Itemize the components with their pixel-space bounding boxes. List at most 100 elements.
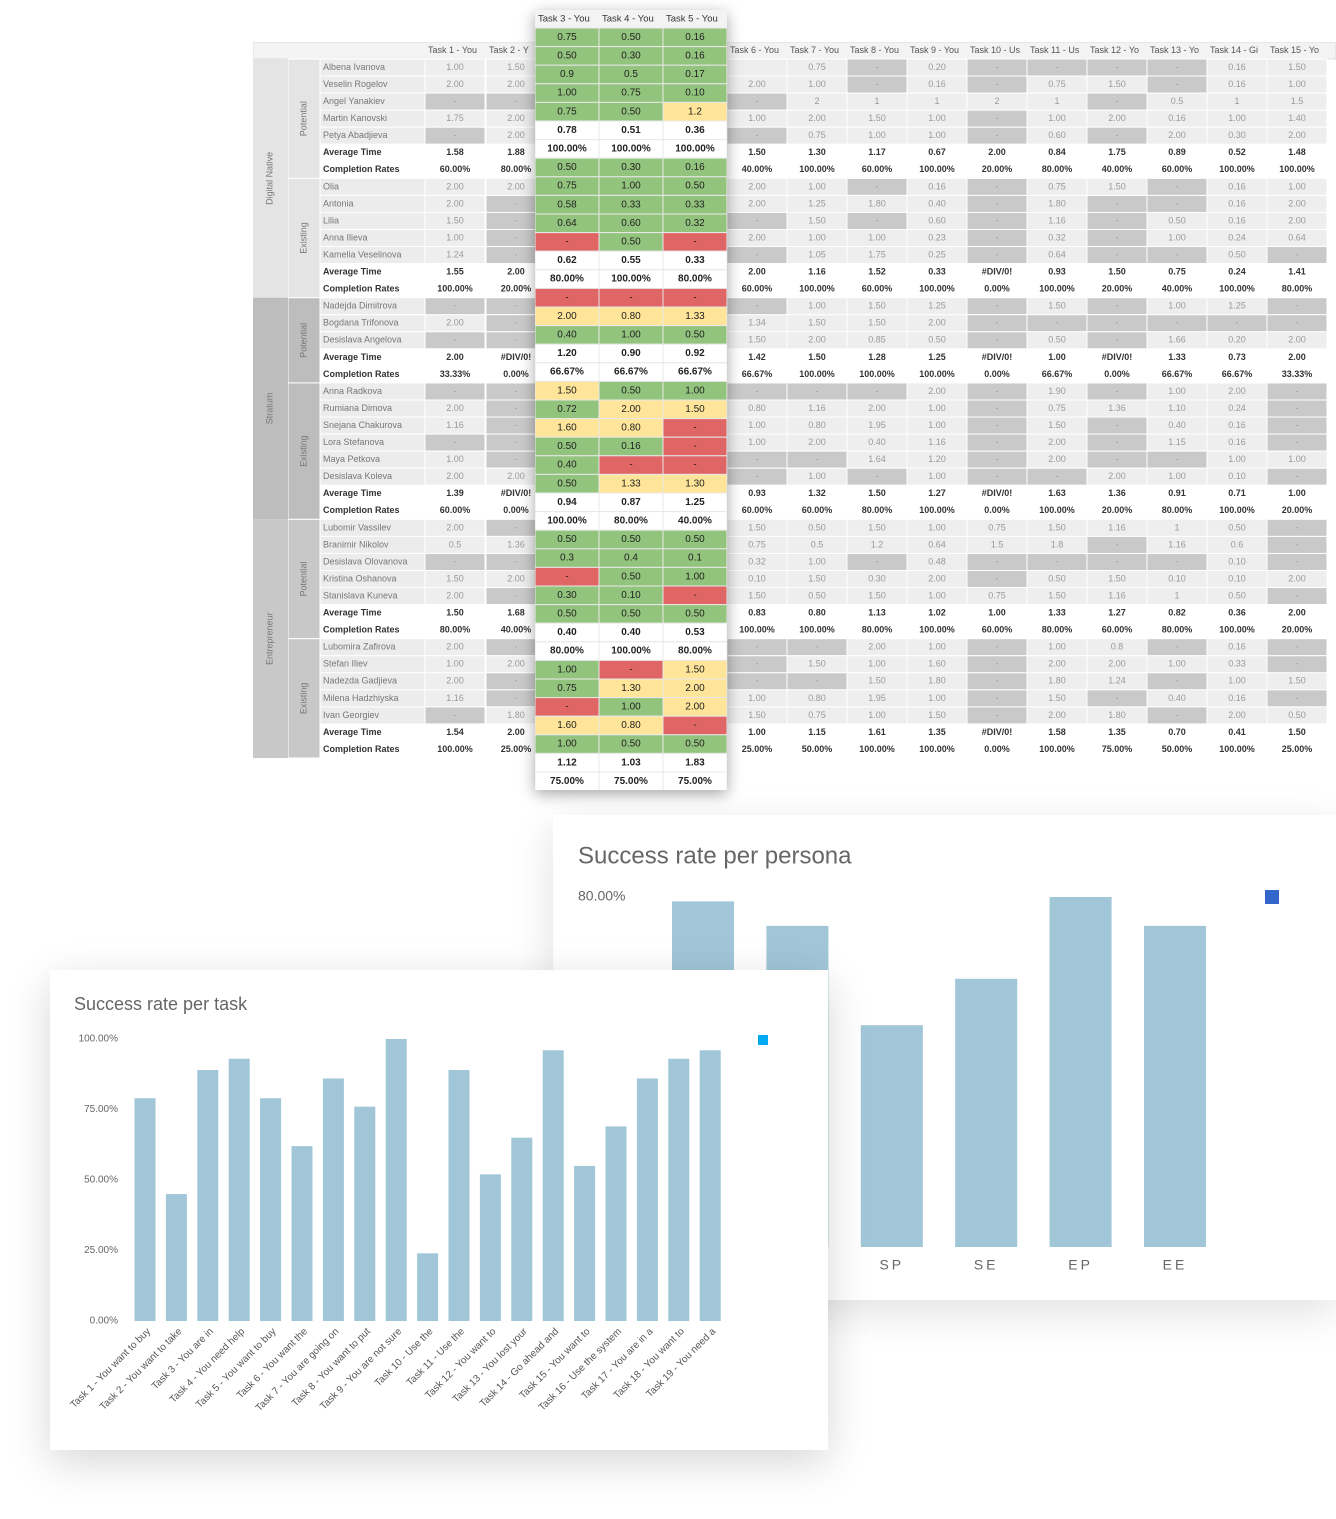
cell-value: 1.00	[748, 420, 766, 430]
cell-value: 0.71	[1228, 488, 1246, 498]
cell-value: 1.80	[928, 676, 946, 686]
cell-value: -	[996, 693, 999, 703]
cell-value: 1.24	[1108, 676, 1126, 686]
cell-value: 1.05	[808, 249, 826, 259]
cell-value: 1.15	[808, 727, 826, 737]
cell-value: 0.53	[685, 627, 705, 638]
group-band	[253, 519, 288, 759]
cell-value: 1	[1174, 522, 1179, 532]
cell-value: 1.16	[1048, 215, 1066, 225]
cell-value: 0.50	[928, 335, 946, 345]
cell-value: 1.50	[446, 608, 464, 618]
cell-value: 100.00%	[799, 369, 835, 379]
cell-value: -	[756, 130, 759, 140]
cell-value: 0.32	[1048, 232, 1066, 242]
cell-value: 1.60	[928, 659, 946, 669]
cell-value: #DIV/0!	[982, 488, 1013, 498]
cell-value: 1.50	[868, 590, 886, 600]
cell-value: 1.50	[1048, 522, 1066, 532]
cell-value: 0.16	[928, 79, 946, 89]
cell-value: -	[454, 130, 457, 140]
cell-value: 1.50	[1288, 727, 1306, 737]
cell-value: 0.75	[808, 710, 826, 720]
legend-swatch	[1265, 890, 1279, 904]
cell-value: 0.67	[928, 147, 946, 157]
cell-value: -	[996, 556, 999, 566]
cell-value: 0.50	[808, 522, 826, 532]
participant-name: Stefan Iliev	[323, 659, 368, 669]
cell-value: 0.75	[748, 539, 766, 549]
cell-value: -	[515, 386, 518, 396]
cell-value: -	[565, 237, 568, 248]
cell-value: 20.00%	[1102, 505, 1133, 515]
bar	[354, 1106, 376, 1321]
cell-value: -	[1176, 79, 1179, 89]
cell-value: 1.24	[446, 249, 464, 259]
cell-value: 1.50	[748, 522, 766, 532]
cell-value: 0.72	[557, 404, 577, 415]
cell-value: 2.00	[507, 659, 525, 669]
cell-value: 2.00	[446, 79, 464, 89]
cell-value: 1.95	[868, 693, 886, 703]
subgroup-label: Existing	[298, 683, 308, 715]
cell-value: 1.50	[1108, 181, 1126, 191]
cell-value: -	[996, 301, 999, 311]
group-label: Stratum	[264, 393, 274, 425]
cell-value: 0.25	[928, 249, 946, 259]
cell-value: 1.00	[1048, 642, 1066, 652]
cell-value: 2	[814, 96, 819, 106]
column-header: Task 13 - Yo	[1150, 45, 1199, 55]
cell-value: 2.00	[1048, 659, 1066, 669]
participant-name: Branimir Nikolov	[323, 539, 389, 549]
cell-value: -	[515, 556, 518, 566]
cell-value: 2.00	[507, 181, 525, 191]
cell-value: 1.83	[685, 757, 705, 768]
cell-value: 100.00%	[799, 625, 835, 635]
cell-value: 1.16	[446, 420, 464, 430]
summary-label: Completion Rates	[323, 164, 400, 174]
cell-value: 60.00%	[440, 164, 471, 174]
cell-value: 0.50	[1168, 215, 1186, 225]
cell-value: 0.16	[1228, 79, 1246, 89]
cell-value: 1.27	[1108, 608, 1126, 618]
participant-name: Bogdana Trifonova	[323, 318, 399, 328]
cell-value: 2.00	[507, 113, 525, 123]
cell-value: 0.00%	[503, 369, 529, 379]
summary-label: Completion Rates	[323, 284, 400, 294]
cell-value: 0.84	[1048, 147, 1066, 157]
cell-value: 1.50	[868, 301, 886, 311]
cell-value: 1	[874, 96, 879, 106]
cell-value: -	[756, 96, 759, 106]
cell-value: -	[515, 301, 518, 311]
cell-value: 1.64	[868, 454, 886, 464]
cell-value: -	[693, 441, 696, 452]
cell-value: 1.50	[1108, 79, 1126, 89]
cell-value: 80.00%	[678, 646, 712, 657]
column-header: Task 6 - You	[730, 45, 779, 55]
subgroup-band	[287, 177, 321, 299]
cell-value: 1.25	[928, 301, 946, 311]
cell-value: 2	[994, 96, 999, 106]
cell-value: 0.75	[988, 522, 1006, 532]
cell-value: 0.64	[928, 539, 946, 549]
column-header: Task 14 - Gi	[1210, 45, 1258, 55]
cell-value: 1.00	[446, 454, 464, 464]
cell-value: 2.00	[446, 403, 464, 413]
cell-value: 0.10	[1228, 556, 1246, 566]
cell-value: 80.00%	[862, 505, 893, 515]
cell-value: -	[1056, 471, 1059, 481]
cell-value: 25.00%	[742, 744, 773, 754]
cell-value: 50.00%	[802, 744, 833, 754]
cell-value: 40.00%	[1102, 164, 1133, 174]
cell-value: -	[1116, 335, 1119, 345]
cell-value: 0.33	[685, 199, 705, 210]
cell-value: -	[1176, 318, 1179, 328]
cell-value: 1.00	[1048, 113, 1066, 123]
cell-value: 0.8	[1111, 642, 1124, 652]
cell-value: 100.00%	[1219, 744, 1255, 754]
cell-value: -	[693, 590, 696, 601]
cell-value: 100.00%	[919, 744, 955, 754]
cell-value: 1.50	[808, 318, 826, 328]
participant-name: Petya Abadjieva	[323, 130, 388, 140]
